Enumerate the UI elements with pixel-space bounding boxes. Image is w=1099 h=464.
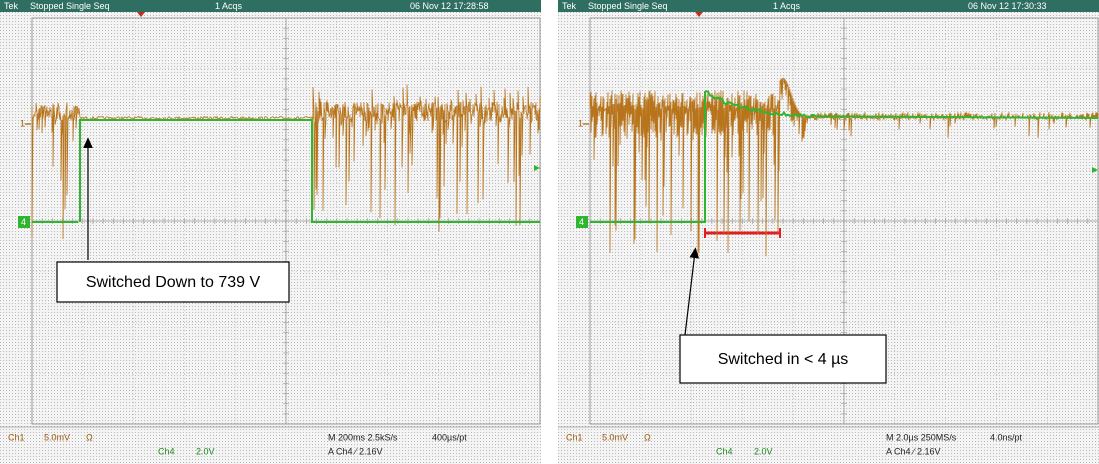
readout-resolution: 400µs/pt — [432, 432, 467, 442]
readout-trigger: A Ch4 ∕ 2.16V — [886, 446, 941, 456]
readout-ch1-coupling: Ω — [86, 432, 93, 442]
readout-ch4: Ch4 — [158, 446, 175, 456]
readout-timebase: M 200ms 2.5kS/s — [328, 432, 398, 442]
screenshot: Tek Stopped Single Seq 1 Acqs 06 Nov 12 17:… — [0, 0, 1099, 464]
readout-ch4-scale: 2.0V — [754, 446, 773, 456]
status-brand: Tek — [4, 1, 19, 11]
ch1-marker: 1 — [20, 118, 25, 128]
status-datetime: 06 Nov 12 17:28:58 — [410, 1, 489, 11]
screen-bg — [558, 0, 1099, 464]
status-state: Stopped Single Seq — [588, 1, 668, 11]
readout-timebase: M 2.0µs 250MS/s — [886, 432, 957, 442]
annotation-text: Switched Down to 739 V — [86, 274, 261, 291]
readout-ch1-coupling: Ω — [644, 432, 651, 442]
status-state: Stopped Single Seq — [30, 1, 110, 11]
ch4-marker: 4 — [21, 217, 26, 227]
ch4-marker: 4 — [579, 217, 584, 227]
scope-screen: Tek Stopped Single Seq 1 Acqs 06 Nov 12 17:… — [558, 0, 1099, 464]
readout-ch4-scale: 2.0V — [196, 446, 215, 456]
status-brand: Tek — [562, 1, 577, 11]
readout-ch1: Ch1 — [566, 432, 583, 442]
annotation-text: Switched in < 4 µs — [718, 351, 849, 368]
readout-resolution: 4.0ns/pt — [990, 432, 1023, 442]
readout-ch1: Ch1 — [8, 432, 25, 442]
readout-ch4: Ch4 — [716, 446, 733, 456]
ch1-marker: 1 — [578, 118, 583, 128]
status-datetime: 06 Nov 12 17:30:33 — [968, 1, 1047, 11]
status-acqs: 1 Acqs — [773, 1, 801, 11]
readout-ch1-scale: 5.0mV — [602, 432, 628, 442]
readout-ch1-scale: 5.0mV — [44, 432, 70, 442]
status-acqs: 1 Acqs — [215, 1, 243, 11]
scope-screen: Tek Stopped Single Seq 1 Acqs 06 Nov 12 17:… — [0, 0, 541, 464]
screen-bg — [0, 0, 541, 464]
readout-trigger: A Ch4 ∕ 2.16V — [328, 446, 383, 456]
